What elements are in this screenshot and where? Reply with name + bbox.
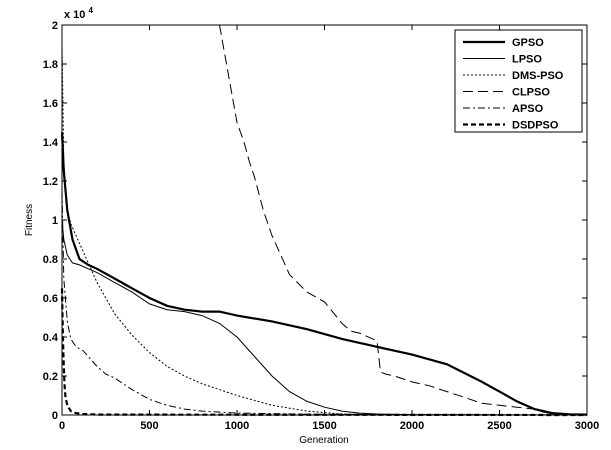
series-line-gpso <box>60 132 588 416</box>
legend-label-dms-pso: DMS-PSO <box>512 70 564 82</box>
x-tick-label: 3000 <box>575 420 599 432</box>
series-line-apso <box>61 190 588 416</box>
y-tick-label: 1.2 <box>43 176 58 188</box>
y-tick-label: 0.4 <box>43 332 59 344</box>
legend-label-apso: APSO <box>512 103 544 115</box>
x-tick-label: 1500 <box>312 420 336 432</box>
legend-label-gpso: GPSO <box>512 37 544 49</box>
y-tick-label: 0 <box>52 410 58 422</box>
x-axis-title: Generation <box>299 435 348 446</box>
y-exponent-label: x 10 4 <box>64 6 93 21</box>
y-axis-title: Fitness <box>24 204 35 236</box>
legend-label-lpso: LPSO <box>512 54 542 66</box>
y-tick-label: 0.8 <box>43 254 58 266</box>
x-axis: 0 500 1000 1500 2000 2500 3000 <box>59 25 599 432</box>
x-tick-label: 2500 <box>487 420 511 432</box>
y-exponent-power: 4 <box>88 6 93 15</box>
series-line-lpso <box>61 219 588 416</box>
y-tick-label: 1 <box>52 215 58 227</box>
y-exponent-base: x 10 <box>64 9 85 21</box>
y-tick-label: 0.2 <box>43 371 58 383</box>
legend-label-clpso: CLPSO <box>512 87 550 99</box>
x-tick-label: 500 <box>140 420 158 432</box>
x-tick-label: 0 <box>59 420 65 432</box>
y-axis: 0 0.2 0.4 0.6 0.8 1 1.2 1.4 1.6 1.8 2 <box>43 20 587 422</box>
y-tick-label: 1.6 <box>43 98 58 110</box>
legend-label-dsdpso: DSDPSO <box>512 120 559 132</box>
series-line-clpso <box>219 24 588 416</box>
legend: GPSO LPSO DMS-PSO CLPSO APSO DSDPSO <box>454 29 583 133</box>
y-tick-label: 1.4 <box>43 137 59 149</box>
legend-box <box>454 29 583 133</box>
y-tick-label: 2 <box>52 20 58 32</box>
x-tick-label: 1000 <box>225 420 249 432</box>
y-tick-label: 0.6 <box>43 293 58 305</box>
y-tick-label: 1.8 <box>43 59 58 71</box>
series-line-dsdpso <box>60 288 588 417</box>
x-tick-label: 2000 <box>400 420 424 432</box>
